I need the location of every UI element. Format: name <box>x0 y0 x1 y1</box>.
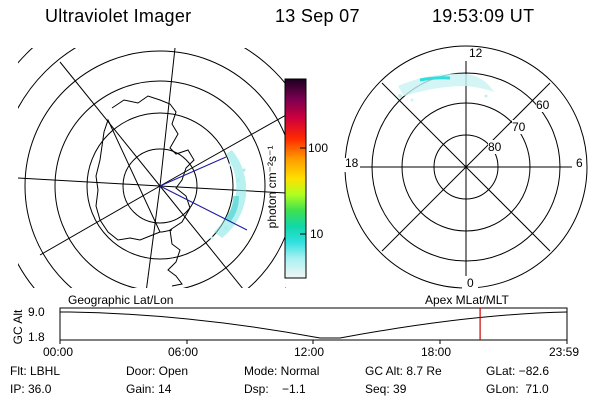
meridian-line <box>159 185 243 288</box>
time-label: 19:53:09 UT <box>432 6 535 26</box>
mlat-label-80: 80 <box>488 140 502 154</box>
info-seq: Seq: 39 <box>365 382 407 396</box>
colorbar-gradient <box>284 78 307 279</box>
colorbar-tick-10: 10 <box>310 227 324 241</box>
altitude-curve <box>60 311 568 339</box>
terminator-line <box>159 156 227 187</box>
lat-ring-70 <box>86 112 234 260</box>
timeline-xtick-2: 12:00 <box>294 345 325 359</box>
mlt-diagonal <box>381 82 551 252</box>
magnetic-polar-plot <box>340 45 588 290</box>
info-glat: GLat: −82.6 <box>486 364 550 378</box>
colorbar <box>284 78 307 279</box>
info-door: Door: Open <box>126 364 189 378</box>
info-filter: Flt: LBHL <box>10 364 61 378</box>
altitude-timeline <box>59 307 568 344</box>
colorbar-tick-100: 100 <box>308 141 329 155</box>
meridian-line <box>159 114 286 187</box>
meridian-line <box>159 185 286 194</box>
lat-ring-80 <box>122 148 198 224</box>
mlt-label-0: 0 <box>467 276 474 290</box>
meridian-line <box>146 185 161 288</box>
instrument-title: Ultraviolet Imager <box>45 6 192 26</box>
timeline-ytick-top: 9.0 <box>28 305 45 319</box>
timeline-xtick-1: 06:00 <box>168 345 199 359</box>
timeline-xtick-4: 23:59 <box>549 345 580 359</box>
lat-ring-50 <box>24 50 286 288</box>
antarctica-coastline <box>95 95 195 287</box>
timeline-left-title: Geographic Lat/Lon <box>68 293 174 307</box>
timeline-right-title: Apex MLat/MLT <box>425 293 509 307</box>
timeline-ylabel: GC Alt <box>11 309 25 345</box>
timeline-frame <box>59 307 568 341</box>
mlat-label-60: 60 <box>536 98 550 112</box>
colorbar-unit-label: photon cm⁻²s⁻¹ <box>265 145 279 229</box>
geographic-map-plot <box>18 48 286 288</box>
date-label: 13 Sep 07 <box>275 6 360 26</box>
info-gc-alt: GC Alt: 8.7 Re <box>365 364 442 378</box>
meridian-line <box>18 177 161 187</box>
aurora-emission <box>210 150 247 240</box>
meridian-line <box>159 48 176 187</box>
info-gain: Gain: 14 <box>126 382 172 396</box>
mlat-label-70: 70 <box>512 120 526 134</box>
sun-direction-line <box>159 185 248 231</box>
info-mode: Mode: Normal <box>244 364 320 378</box>
info-glon: GLon: 71.0 <box>486 382 549 396</box>
timeline-xtick-3: 18:00 <box>421 345 452 359</box>
lat-ring-60 <box>54 80 266 288</box>
mlt-label-18: 18 <box>345 156 359 170</box>
info-dsp: Dsp: −1.1 <box>244 382 306 396</box>
timeline-xtick-0: 00:00 <box>43 345 74 359</box>
mlt-label-6: 6 <box>576 156 583 170</box>
mlt-label-12: 12 <box>469 46 483 60</box>
timeline-ytick-bottom: 1.8 <box>28 330 45 344</box>
info-ip: IP: 36.0 <box>10 382 52 396</box>
aurora-oval-emission <box>398 73 494 102</box>
